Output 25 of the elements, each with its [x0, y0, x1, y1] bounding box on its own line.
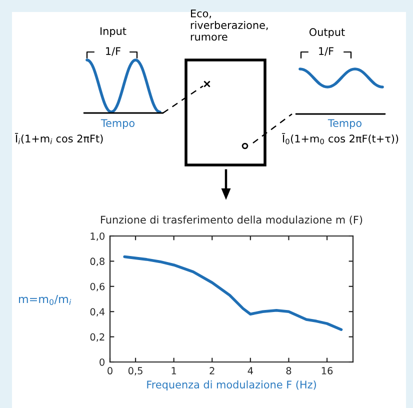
- text: Output: [309, 28, 345, 38]
- chart-title: Funzione di trasferimento della modulazione m (F): [101, 216, 362, 225]
- x-tick-label: 2: [210, 367, 214, 374]
- x-tick-label: 1: [172, 367, 176, 374]
- y-tick-label: 0: [100, 358, 104, 366]
- y-axis-title: m=m$_{0}$/m$_{i}$: [19, 294, 72, 305]
- text: Tempo: [328, 119, 362, 130]
- y-tick-label: 0,2: [90, 333, 104, 342]
- x-tick-label: 16: [322, 367, 333, 374]
- text: Input: [100, 27, 126, 38]
- x-tick-label: 8: [286, 367, 292, 374]
- text: 1/F: [319, 47, 334, 56]
- x-tick-label: 0,5: [128, 367, 142, 376]
- y-tick-label: 0,6: [90, 282, 105, 292]
- y-tick-label: 1,0: [90, 232, 104, 241]
- text: Tempo: [100, 119, 134, 130]
- text: 1/F: [106, 47, 120, 56]
- text: Ī$_{i}$(1+m$_{i}$ cos 2πFt): [15, 133, 103, 144]
- text: Eco, riverberazione, rumore: [190, 10, 268, 41]
- x-axis-title: Frequenza di modulazione F (Hz): [147, 380, 316, 391]
- x-tick-label: 0: [108, 367, 112, 374]
- y-tick-label: 0,4: [90, 308, 105, 316]
- x-tick-label: 4: [248, 367, 253, 374]
- text: Ī$_{0}$(1+m$_{0}$ cos 2πF(t+τ)): [282, 133, 398, 144]
- y-tick-label: 0,8: [90, 258, 104, 266]
